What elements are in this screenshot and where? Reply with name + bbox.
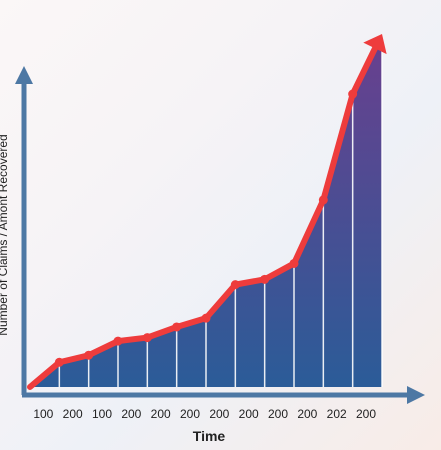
data-point bbox=[172, 322, 182, 332]
x-tick-label: 100 bbox=[33, 407, 53, 421]
data-point bbox=[201, 313, 211, 323]
data-point bbox=[348, 89, 358, 99]
x-tick-label: 200 bbox=[63, 407, 83, 421]
data-point bbox=[289, 258, 299, 268]
axes bbox=[15, 66, 425, 404]
data-point bbox=[84, 350, 94, 360]
y-axis-arrowhead bbox=[15, 66, 33, 84]
x-tick-label: 200 bbox=[180, 407, 200, 421]
data-point bbox=[230, 280, 240, 290]
x-tick-label: 200 bbox=[297, 407, 317, 421]
data-point bbox=[54, 357, 64, 367]
x-axis-title: Time bbox=[193, 428, 226, 444]
x-axis-arrowhead bbox=[407, 386, 425, 404]
series-points-layer bbox=[54, 89, 358, 367]
x-tick-label: 200 bbox=[268, 407, 288, 421]
series-arrowhead bbox=[363, 34, 387, 55]
x-tick-label: 200 bbox=[356, 407, 376, 421]
data-point bbox=[113, 336, 123, 346]
y-axis-title-group: Number of Claims / Amont Recovered bbox=[0, 134, 10, 335]
y-axis-title: Number of Claims / Amont Recovered bbox=[0, 134, 10, 335]
x-tick-label: 200 bbox=[209, 407, 229, 421]
x-tick-label: 200 bbox=[121, 407, 141, 421]
x-tick-labels: 100 200 100 200 200 200 200 200 200 200 202 200 bbox=[33, 407, 376, 421]
x-tick-label: 200 bbox=[151, 407, 171, 421]
drop-lines-layer bbox=[58, 38, 383, 387]
x-tick-label: 202 bbox=[327, 407, 347, 421]
x-tick-label: 100 bbox=[92, 407, 112, 421]
data-point bbox=[260, 274, 270, 284]
x-tick-label: 200 bbox=[239, 407, 259, 421]
data-point bbox=[142, 333, 152, 343]
data-point bbox=[318, 195, 328, 205]
